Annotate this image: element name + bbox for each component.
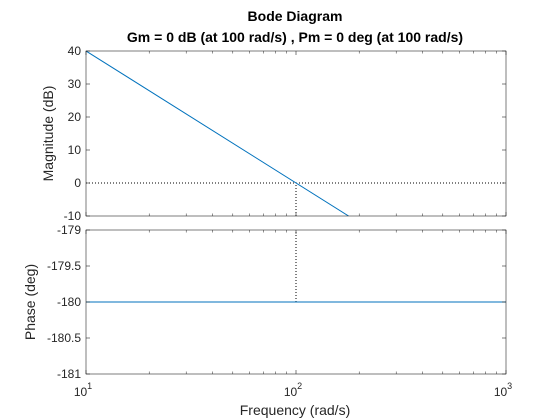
frequency-tick-exponent: 1: [87, 381, 92, 391]
magnitude-plot-clip: [86, 51, 506, 216]
frequency-tick-base: 10: [284, 385, 298, 399]
phase-axis-label: Phase (deg): [22, 264, 38, 340]
frequency-tick-label: 103: [494, 381, 512, 399]
magnitude-axis-label: Magnitude (dB): [40, 86, 56, 182]
magnitude-marks: [86, 51, 506, 216]
phase-ytick-label: -181: [57, 367, 81, 381]
magnitude-panel: 40 30 20 10 0 -10 Magnitude (dB): [40, 44, 507, 223]
frequency-axis-label: Frequency (rad/s): [240, 402, 350, 418]
phase-marks: [86, 230, 506, 303]
magnitude-ytick-label: 20: [68, 110, 82, 124]
chart-subtitle: Gm = 0 dB (at 100 rad/s) , Pm = 0 deg (a…: [127, 29, 463, 45]
magnitude-ytick-label: -10: [64, 209, 82, 223]
phase-ytick-label: -180.5: [47, 331, 81, 345]
magnitude-ytick-label: 40: [68, 44, 82, 58]
magnitude-ytick-label: 0: [74, 176, 81, 190]
frequency-tick-exponent: 3: [507, 381, 512, 391]
magnitude-ticks: 40 30 20 10 0 -10: [64, 44, 507, 223]
frequency-tick-exponent: 2: [297, 381, 302, 391]
frequency-tick-label: 101: [74, 381, 92, 399]
frequency-tick-base: 10: [494, 385, 508, 399]
phase-ytick-label: -179.5: [47, 259, 81, 273]
chart-title: Bode Diagram: [248, 8, 343, 24]
frequency-tick-base: 10: [74, 385, 88, 399]
magnitude-response-line: [86, 51, 349, 216]
phase-ytick-label: -180: [57, 295, 81, 309]
phase-plot-clip: [86, 230, 506, 303]
frequency-tick-label: 102: [284, 381, 302, 399]
magnitude-ytick-label: 30: [68, 77, 82, 91]
phase-ytick-label: -179: [57, 223, 81, 237]
magnitude-ytick-label: 10: [68, 143, 82, 157]
